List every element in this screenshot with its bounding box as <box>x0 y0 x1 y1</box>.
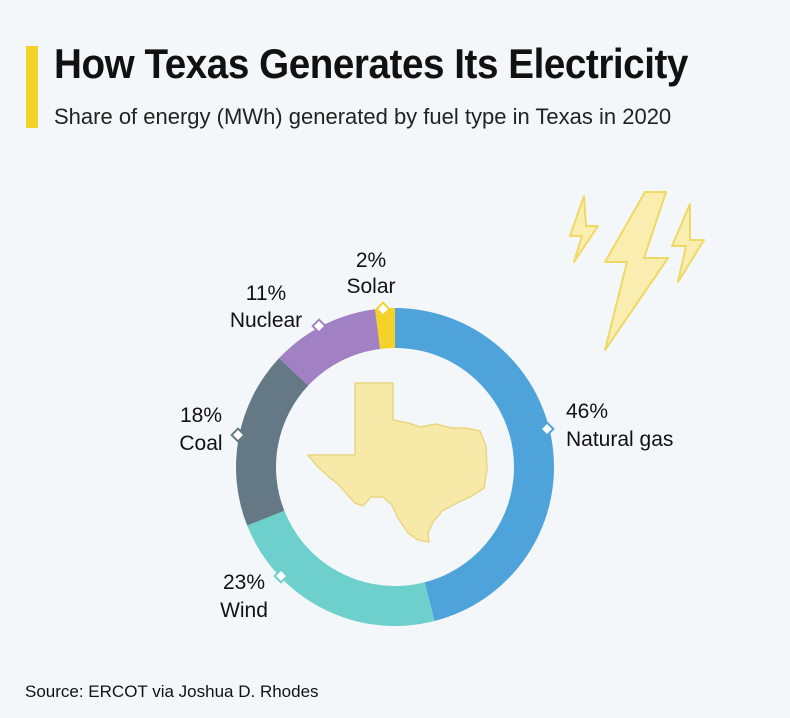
percent-label-wind: 23% <box>223 571 265 594</box>
name-label-natural-gas: Natural gas <box>566 428 673 451</box>
page-title: How Texas Generates Its Electricity <box>54 40 688 87</box>
lightning-bolts-icon <box>569 191 705 351</box>
percent-label-solar: 2% <box>356 249 386 272</box>
slice-natural-gas <box>395 308 554 622</box>
slice-solar <box>375 308 395 349</box>
texas-map-icon <box>307 382 488 543</box>
percent-label-coal: 18% <box>180 404 222 427</box>
percent-label-natural-gas: 46% <box>566 400 608 423</box>
slice-coal <box>236 358 309 526</box>
label-marker-coal <box>230 427 246 443</box>
label-marker-wind <box>273 568 289 584</box>
name-label-nuclear: Nuclear <box>230 309 302 332</box>
name-label-solar: Solar <box>346 275 395 298</box>
slice-wind <box>247 510 435 626</box>
source-note: Source: ERCOT via Joshua D. Rhodes <box>25 682 319 701</box>
percent-label-nuclear: 11% <box>246 282 286 305</box>
page-subtitle: Share of energy (MWh) generated by fuel … <box>54 104 672 129</box>
label-marker-natural-gas <box>539 421 555 437</box>
slice-nuclear <box>279 309 381 386</box>
name-label-coal: Coal <box>179 432 222 455</box>
label-marker-nuclear <box>311 318 327 334</box>
name-label-wind: Wind <box>220 599 268 622</box>
donut-slices <box>236 308 554 626</box>
label-marker-solar <box>375 301 391 317</box>
title-accent-bar <box>26 46 38 128</box>
slice-labels: 46% Natural gas 23% Wind 18% Coal 11% Nuclear 2%… <box>179 249 673 622</box>
